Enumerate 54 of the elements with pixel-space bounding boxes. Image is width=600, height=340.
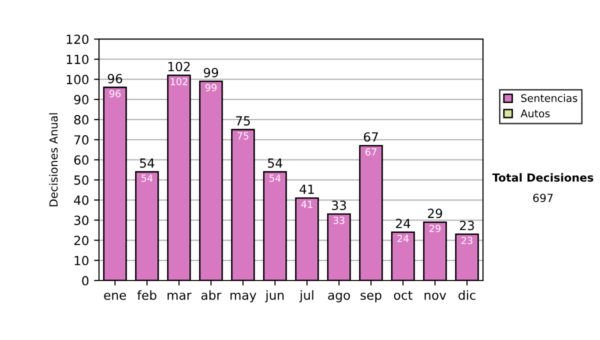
total-label: 67 [364, 132, 378, 142]
total-label: 23 [460, 220, 474, 230]
x-tick-label: may [230, 292, 256, 302]
x-tick-label: feb [137, 290, 156, 300]
y-tick-label: 30 [74, 216, 88, 226]
data-label: 75 [238, 132, 248, 140]
data-label: 102 [170, 78, 188, 86]
y-tick-label: 80 [74, 115, 88, 124]
x-tick-label: sep [360, 292, 382, 302]
x-tick-label: mar [168, 292, 192, 300]
total-label: 41 [300, 184, 314, 194]
x-tick-label: ago [328, 292, 350, 302]
data-label: 54 [142, 174, 153, 182]
y-tick-label: 60 [74, 155, 88, 165]
x-tick-label: jul [299, 290, 314, 302]
y-tick-label: 110 [66, 54, 88, 64]
x-tick-label: jun [265, 290, 284, 302]
x-tick-label: nov [424, 292, 446, 300]
total-label: 33 [332, 200, 346, 210]
total-label: 96 [108, 74, 122, 84]
y-tick-label: 70 [74, 135, 88, 145]
y-tick-label: 50 [74, 175, 88, 185]
x-tick-label: oct [394, 290, 412, 300]
text: 697 [533, 194, 553, 202]
y-tick-label: 10 [74, 256, 88, 266]
y-tick-label: 20 [74, 236, 88, 246]
y-tick-label: 0 [82, 276, 88, 286]
x-tick-label: dic [458, 290, 476, 300]
text: Total Decisiones [492, 173, 594, 182]
legend-label: Autos [520, 110, 550, 118]
y-tick-label: 100 [66, 74, 88, 84]
data-label: 96 [109, 90, 121, 98]
y-tick-label: 120 [66, 34, 88, 44]
data-label: 29 [430, 224, 440, 232]
data-label: 41 [301, 200, 312, 208]
total-label: 75 [236, 116, 250, 126]
legend-label: Sentencias [521, 94, 578, 102]
y-tick-label: 90 [74, 94, 88, 104]
data-label: 33 [334, 216, 344, 224]
data-label: 24 [398, 234, 409, 242]
total-label: 99 [204, 68, 218, 78]
total-label: 54 [268, 158, 282, 168]
data-label: 67 [365, 148, 376, 156]
total-label: 29 [428, 208, 442, 218]
y-tick-label: 40 [74, 196, 88, 205]
y-axis-title: Decisiones Anual [49, 113, 58, 206]
total-label: 102 [168, 62, 190, 72]
data-label: 23 [462, 236, 472, 244]
total-label: 54 [140, 158, 154, 168]
x-tick-label: abr [201, 290, 222, 300]
data-label: 54 [270, 174, 281, 182]
total-label: 24 [396, 218, 410, 228]
x-tick-label: ene [104, 292, 126, 300]
data-label: 99 [205, 84, 216, 92]
